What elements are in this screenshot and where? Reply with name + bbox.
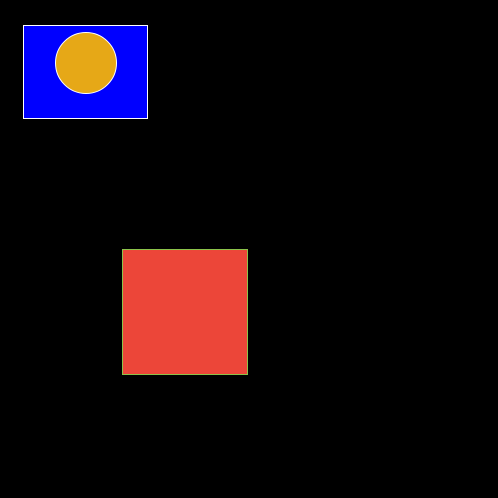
yellow-circle[interactable] [55, 32, 117, 94]
red-square[interactable] [122, 249, 248, 375]
blue-rectangle[interactable] [23, 25, 148, 119]
